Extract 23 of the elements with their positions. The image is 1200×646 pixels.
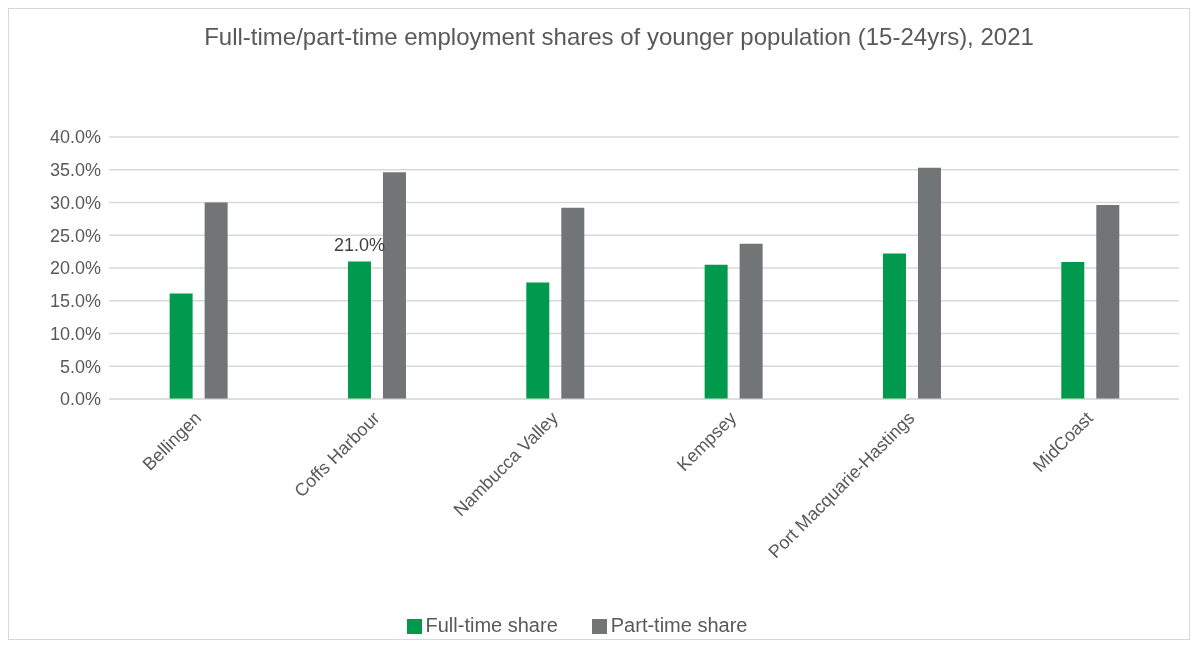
bar <box>739 243 763 399</box>
bar <box>1061 262 1085 399</box>
bar <box>526 282 550 399</box>
bar <box>704 264 728 399</box>
bar <box>1096 205 1120 399</box>
y-tick-label: 35.0% <box>49 160 101 181</box>
legend-label: Full-time share <box>425 614 558 636</box>
y-tick-label: 30.0% <box>49 192 101 213</box>
y-tick-label: 25.0% <box>49 225 101 246</box>
bar <box>882 253 906 399</box>
chart-title: Full-time/part-time employment shares of younger population (15-24yrs), 2021 <box>203 22 1035 52</box>
bar <box>917 167 941 399</box>
y-tick-label: 15.0% <box>49 291 101 312</box>
y-tick-label: 10.0% <box>49 323 101 344</box>
y-tick-label: 40.0% <box>49 127 101 148</box>
bar <box>204 202 228 399</box>
legend-label: Part-time share <box>610 614 748 636</box>
bar <box>169 293 193 399</box>
y-tick-label: 5.0% <box>59 356 101 377</box>
bar <box>561 207 585 399</box>
y-tick-label: 0.0% <box>59 389 101 410</box>
y-tick-label: 20.0% <box>49 258 101 279</box>
bar <box>347 261 371 399</box>
